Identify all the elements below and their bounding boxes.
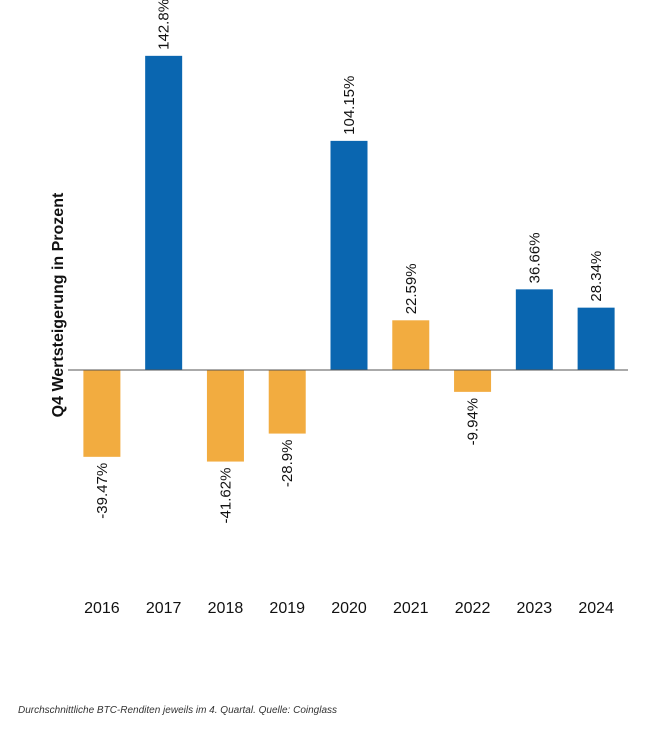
x-tick-label: 2016 [84, 600, 120, 617]
value-label: 104.15% [341, 76, 358, 135]
x-tick-label: 2024 [578, 600, 614, 617]
bar [83, 370, 121, 457]
x-tick-label: 2019 [269, 600, 305, 617]
value-label: 36.66% [526, 232, 543, 283]
value-label: -9.94% [465, 398, 482, 446]
x-tick-label: 2023 [517, 600, 553, 617]
bar [392, 320, 430, 370]
bar [145, 55, 183, 371]
x-tick-label: 2020 [331, 600, 367, 617]
bar [577, 307, 615, 370]
value-label: -28.9% [279, 440, 296, 488]
value-label: 22.59% [403, 263, 420, 314]
x-tick-label: 2017 [146, 600, 182, 617]
value-label: -39.47% [94, 463, 111, 519]
bar [330, 140, 368, 370]
value-label: 142.8% [156, 0, 173, 50]
x-tick-label: 2018 [208, 600, 244, 617]
caption: Durchschnittliche BTC-Renditen jeweils i… [18, 705, 337, 716]
bar [454, 370, 492, 392]
value-label: -41.62% [217, 468, 234, 524]
bar [206, 370, 244, 462]
x-tick-label: 2022 [455, 600, 491, 617]
bar [268, 370, 306, 434]
x-tick-label: 2021 [393, 600, 429, 617]
bar [515, 289, 553, 370]
value-label: 28.34% [588, 251, 605, 302]
y-axis-title: Q4 Wertsteigerung in Prozent [50, 192, 67, 417]
